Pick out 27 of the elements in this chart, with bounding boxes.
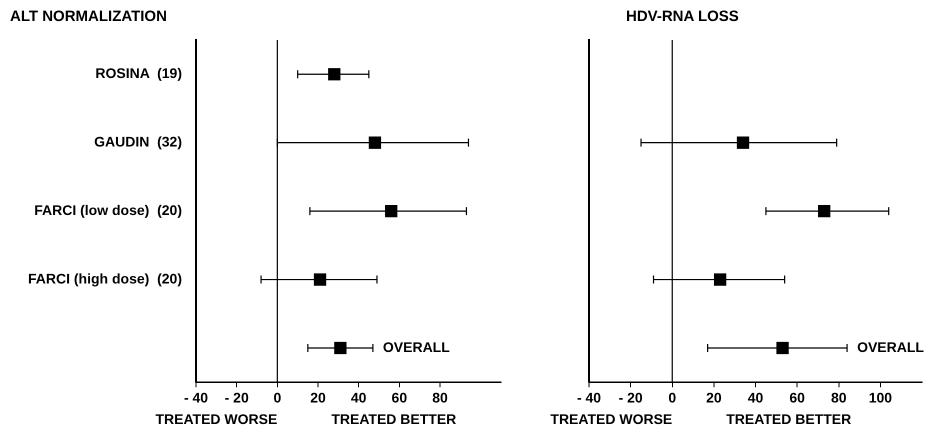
x-tick-label: 80 xyxy=(432,389,448,406)
x-tick-label: 20 xyxy=(706,389,722,406)
x-tick-label: 100 xyxy=(868,389,892,406)
text: TREATED WORSE xyxy=(155,411,278,428)
x-tick-label: 60 xyxy=(392,389,408,406)
x-tick-label: 0 xyxy=(273,389,282,406)
x-tick-label: - 20 xyxy=(224,389,249,406)
x-tick-label: 80 xyxy=(830,389,847,406)
x-tick-label: 40 xyxy=(350,389,367,406)
text: TREATED BETTER xyxy=(726,411,852,428)
x-tick-label: - 20 xyxy=(618,389,643,406)
y-tick-label: ROSINA (19) xyxy=(95,65,182,82)
x-tick-label: 0 xyxy=(668,389,676,406)
x-tick-label: 60 xyxy=(789,389,806,406)
y-tick-label: GAUDIN (32) xyxy=(94,134,182,150)
y-tick-label: FARCI (high dose) (20) xyxy=(28,270,182,286)
x-tick-label: 40 xyxy=(748,389,764,406)
chart-title: ALT NORMALIZATION xyxy=(10,8,167,25)
x-tick-label: - 40 xyxy=(184,389,208,406)
y-tick-label: FARCI (low dose) (20) xyxy=(34,202,182,218)
annotation: OVERALL xyxy=(382,338,450,355)
text: TREATED BETTER xyxy=(331,411,456,428)
text: TREATED WORSE xyxy=(550,411,672,428)
chart-title: HDV-RNA LOSS xyxy=(626,8,739,25)
x-tick-label: - 40 xyxy=(576,389,602,406)
x-tick-label: 20 xyxy=(310,389,326,406)
annotation: OVERALL xyxy=(857,338,924,355)
